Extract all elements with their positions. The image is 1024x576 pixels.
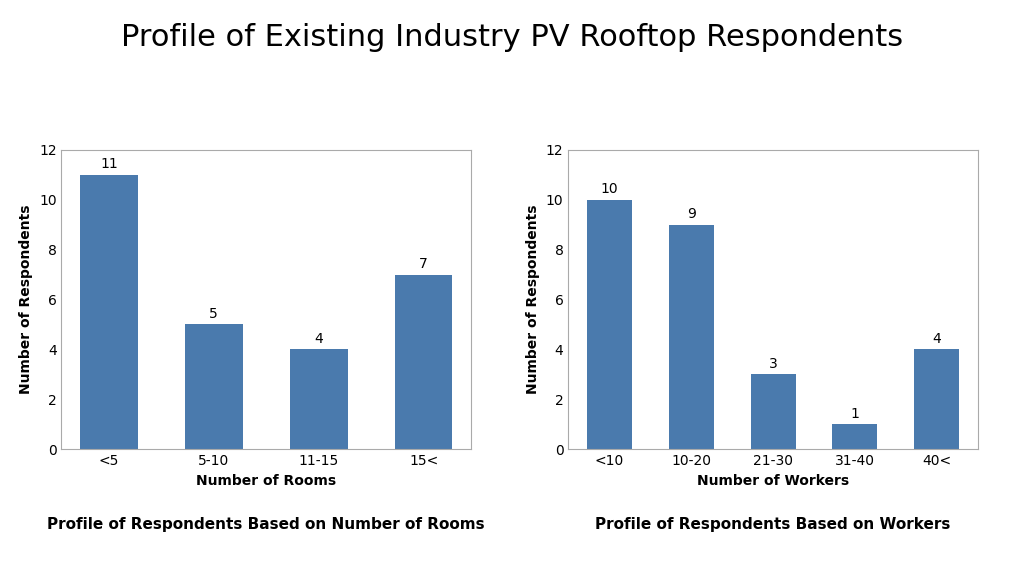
X-axis label: Number of Workers: Number of Workers [697,473,849,488]
Text: Profile of Existing Industry PV Rooftop Respondents: Profile of Existing Industry PV Rooftop … [121,23,903,52]
Bar [914,350,959,449]
Text: 5: 5 [210,307,218,321]
Bar [290,350,347,449]
Text: 11: 11 [100,157,118,171]
Bar [394,275,453,449]
Text: Profile of Respondents Based on Number of Rooms: Profile of Respondents Based on Number o… [47,517,485,532]
Bar [833,425,878,449]
Text: Profile of Respondents Based on Workers: Profile of Respondents Based on Workers [595,517,951,532]
Bar [185,324,243,449]
Y-axis label: Number of Respondents: Number of Respondents [526,205,541,394]
Y-axis label: Number of Respondents: Number of Respondents [19,205,34,394]
Text: 4: 4 [314,332,323,346]
Text: 3: 3 [769,357,777,371]
Text: 9: 9 [687,207,695,221]
Text: 10: 10 [601,182,618,196]
Bar [751,374,796,449]
Text: 4: 4 [933,332,941,346]
Bar [80,175,138,449]
Text: 1: 1 [851,407,859,420]
Text: 7: 7 [419,257,428,271]
Bar [669,225,714,449]
Bar [587,200,632,449]
X-axis label: Number of Rooms: Number of Rooms [197,473,336,488]
